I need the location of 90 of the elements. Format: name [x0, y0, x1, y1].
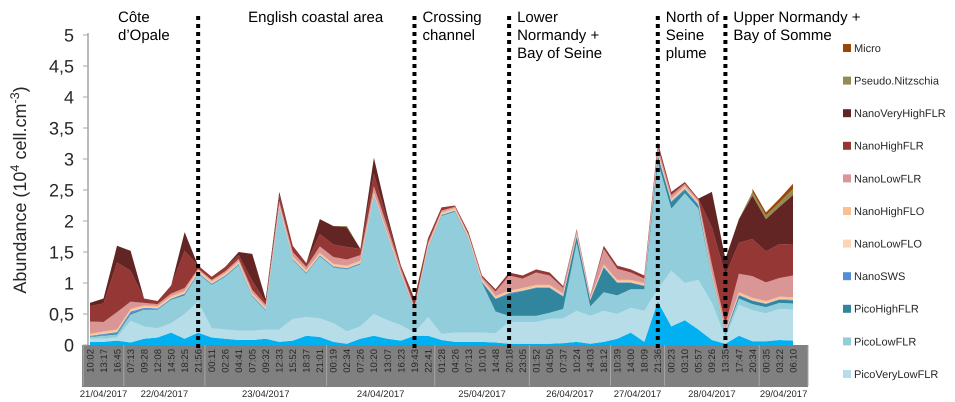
y-tick-label: 3,5: [48, 118, 74, 138]
x-tick-label: 21:56: [193, 349, 204, 373]
x-tick-label: 05:57: [694, 349, 705, 373]
legend-label: NanoVeryHighFLR: [854, 108, 946, 120]
x-tick-label: 19:43: [410, 349, 421, 373]
x-tick-label: 00:11: [207, 349, 218, 372]
y-tick-label: 5: [64, 25, 74, 46]
legend-label: PicoLowFLR: [854, 336, 916, 348]
x-tick-label: 10:24: [572, 349, 584, 373]
x-tick-label: 21:36: [653, 349, 664, 373]
y-tick-label: 2: [64, 211, 74, 232]
x-tick-label: 23:05: [518, 349, 529, 373]
x-tick-label: 10:39: [612, 349, 624, 373]
text: 23/04/2017: [242, 389, 290, 400]
text: 27/04/2017: [614, 389, 662, 400]
annotation: Lower Normandy + Bay of Seine: [517, 9, 602, 62]
x-tick-label: 14:03: [586, 349, 597, 373]
x-tick-label: 00:35: [761, 349, 772, 373]
x-tick-label: 20:18: [504, 349, 516, 373]
x-tick-label: 04:50: [544, 349, 556, 373]
x-tick-label: 04:26: [450, 349, 462, 373]
annotation: Crossing channel: [422, 9, 482, 44]
x-tick-label: 13:35: [720, 349, 732, 373]
x-tick-label: 22:41: [423, 349, 434, 373]
x-tick-label: 18:37: [302, 349, 313, 373]
y-tick-label: 1,5: [48, 242, 74, 262]
text: 28/04/2017: [688, 389, 736, 400]
x-tick-label: 10:10: [477, 349, 488, 373]
x-tick-label: 01:52: [531, 349, 542, 373]
y-tick-label: 0,5: [48, 304, 74, 324]
legend-label: NanoLowFLR: [854, 173, 922, 186]
x-tick-label: 12:33: [274, 349, 286, 373]
x-tick-label: 02:26: [220, 349, 232, 373]
x-tick-label: 18:25: [180, 349, 191, 373]
annotation: Upper Normandy + Bay of Somme: [733, 9, 861, 44]
x-tick-label: 09:32: [261, 349, 272, 373]
x-tick-label: 16:23: [396, 349, 408, 373]
legend-label: PicoHighFLR: [854, 304, 919, 316]
x-tick-label: 07:13: [464, 349, 475, 373]
x-tick-label: 15:52: [288, 349, 300, 373]
x-tick-label: 01:28: [436, 349, 448, 373]
x-tick-label: 09:26: [707, 349, 718, 373]
legend-label: PicoVeryLowFLR: [854, 368, 938, 381]
x-tick-label: 07:37: [558, 349, 570, 373]
y-tick-label: 4: [64, 87, 74, 108]
x-tick-label: 14:48: [490, 349, 502, 373]
x-tick-label: 07:05: [248, 349, 259, 373]
text: 24/04/2017: [356, 389, 404, 400]
x-tick-label: 14:00: [626, 349, 638, 373]
annotation: North of Seine plume: [666, 9, 720, 62]
annotation: Côte d’Opale: [118, 9, 170, 44]
text: English coastal area: [248, 9, 384, 26]
x-tick-label: 03:22: [774, 349, 786, 373]
x-tick-label: 17:47: [734, 349, 746, 373]
legend-label: NanoSWS: [854, 271, 906, 284]
y-tick-label: 2,5: [48, 180, 74, 200]
x-tick-label: 00:23: [666, 349, 678, 373]
y-tick-label: 4,5: [48, 56, 74, 76]
x-tick-label: 14:50: [166, 349, 178, 373]
x-tick-label: 02:34: [342, 349, 354, 373]
text: 26/04/2017: [546, 389, 594, 400]
x-tick-label: 07:26: [356, 349, 367, 373]
x-tick-label: 16:45: [112, 349, 124, 373]
y-tick-label: 0: [64, 335, 74, 356]
x-tick-label: 09:28: [139, 349, 150, 373]
text: 21/04/2017: [80, 389, 128, 400]
x-tick-label: 07:13: [126, 349, 137, 373]
x-tick-label: 04:41: [234, 349, 246, 373]
x-tick-label: 03:10: [680, 349, 692, 373]
y-tick-label: 3: [64, 149, 74, 170]
x-tick-label: 06:10: [788, 349, 800, 373]
legend-label: Pseudo.Nitzschia: [854, 75, 940, 88]
x-tick-label: 18:09: [640, 349, 651, 373]
x-tick-label: 12:08: [152, 349, 164, 373]
x-tick-label: 18:12: [599, 349, 610, 373]
text: 22/04/2017: [140, 389, 188, 400]
legend-label: NanoHighFLO: [854, 206, 925, 218]
legend-label: NanoLowFLO: [854, 238, 922, 250]
x-tick-label: 10:20: [369, 349, 380, 373]
text: 25/04/2017: [458, 389, 506, 400]
x-tick-label: 20:34: [748, 349, 759, 373]
y-tick-label: 1: [64, 273, 74, 294]
x-tick-label: 00:19: [328, 349, 340, 373]
x-tick-label: 10:02: [85, 349, 96, 373]
legend-label: NanoHighFLR: [854, 140, 924, 153]
x-tick-label: 13:17: [98, 349, 110, 373]
x-tick-label: 21:01: [315, 349, 326, 373]
legend-label: Micro: [854, 42, 881, 55]
text: 29/04/2017: [760, 389, 808, 400]
x-tick-label: 13:07: [382, 349, 394, 373]
